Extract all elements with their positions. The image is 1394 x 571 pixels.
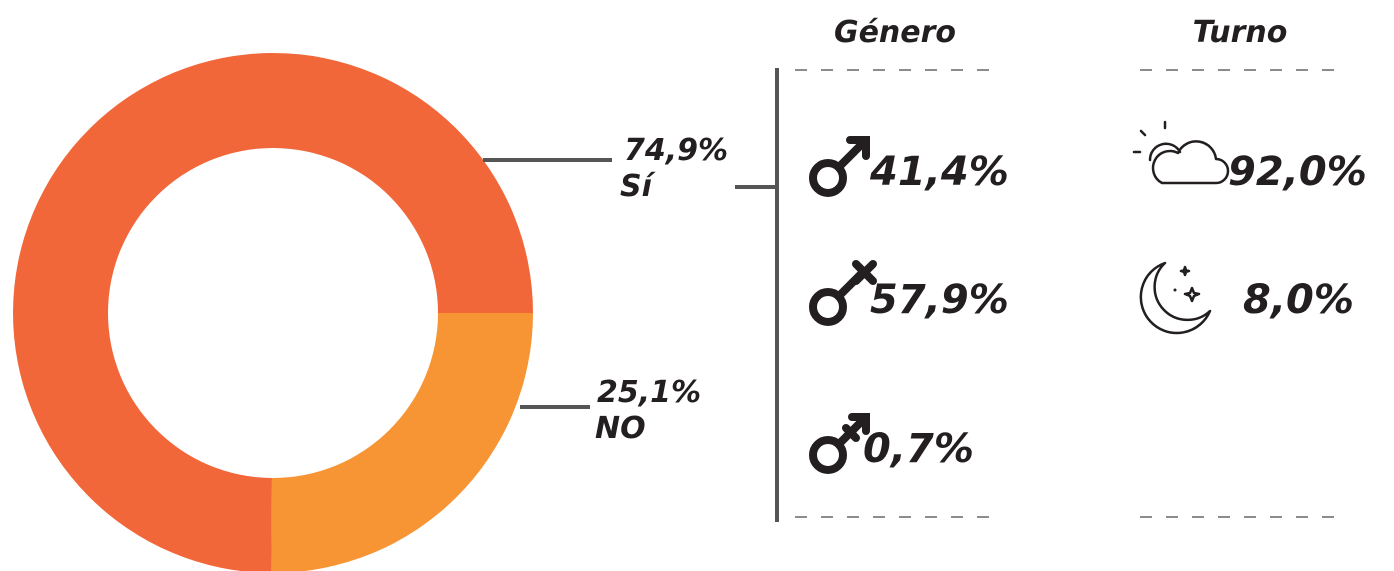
- shift-value: 92,0%: [1228, 149, 1367, 195]
- female-icon: [809, 260, 877, 326]
- shift-value: 8,0%: [1243, 277, 1354, 323]
- donut-slice: [13, 53, 533, 571]
- value-label: 25,1%: [597, 375, 701, 410]
- column-title: Género: [834, 15, 956, 50]
- donut-slice: [271, 313, 533, 571]
- donut: [13, 53, 533, 571]
- value-label: 74,9%: [624, 133, 728, 168]
- gender-value: 57,9%: [870, 277, 1009, 323]
- other-icon: [809, 413, 870, 474]
- male-icon: [809, 136, 870, 197]
- gender-value: 0,7%: [863, 426, 974, 472]
- column-title: Turno: [1193, 15, 1288, 50]
- day-icon: [1132, 120, 1230, 185]
- gender-value: 41,4%: [869, 149, 1009, 195]
- night-icon: [1139, 261, 1212, 335]
- category-label: Sí: [620, 169, 657, 204]
- category-label: NO: [595, 411, 646, 446]
